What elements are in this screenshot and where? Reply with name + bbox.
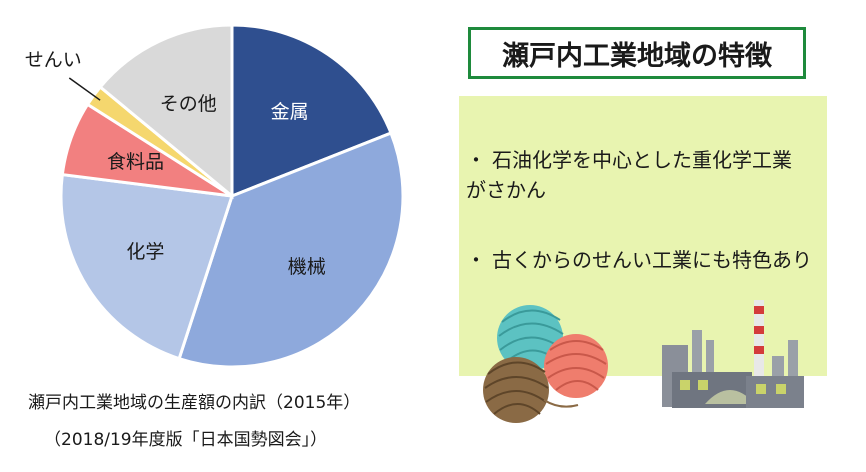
pie-slice-2	[59, 172, 234, 361]
feature-bullet-2: ・古くからのせんい工業にも特色あり	[466, 245, 821, 275]
chart-source: （2018/19年度版「日本国勢図会」）	[44, 430, 328, 450]
feature-text-2: 古くからのせんい工業にも特色あり	[492, 248, 812, 272]
pie-slice-1	[177, 131, 405, 369]
features-panel	[459, 96, 827, 376]
pie-label-4: せんい	[25, 49, 82, 71]
pie-leader-line-4	[68, 77, 101, 101]
features-title: 瀬戸内工業地域の特徴	[468, 27, 806, 79]
pie-slice-0	[230, 23, 393, 199]
pie-label-5: その他	[160, 93, 217, 115]
pie-label-1: 機械	[288, 256, 326, 278]
pie-label-2: 化学	[126, 241, 164, 263]
chart-caption: 瀬戸内工業地域の生産額の内訳（2015年）	[28, 393, 361, 413]
bullet-mark: ・	[466, 148, 486, 172]
feature-text-1: 石油化学を中心とした重化学工業がさかん	[466, 148, 792, 202]
feature-bullet-1: ・石油化学を中心とした重化学工業がさかん	[466, 145, 811, 205]
pie-label-0: 金属	[271, 101, 309, 123]
pie-slice-5	[98, 23, 234, 200]
pie-label-3: 食料品	[107, 151, 164, 173]
bullet-mark: ・	[466, 248, 486, 272]
